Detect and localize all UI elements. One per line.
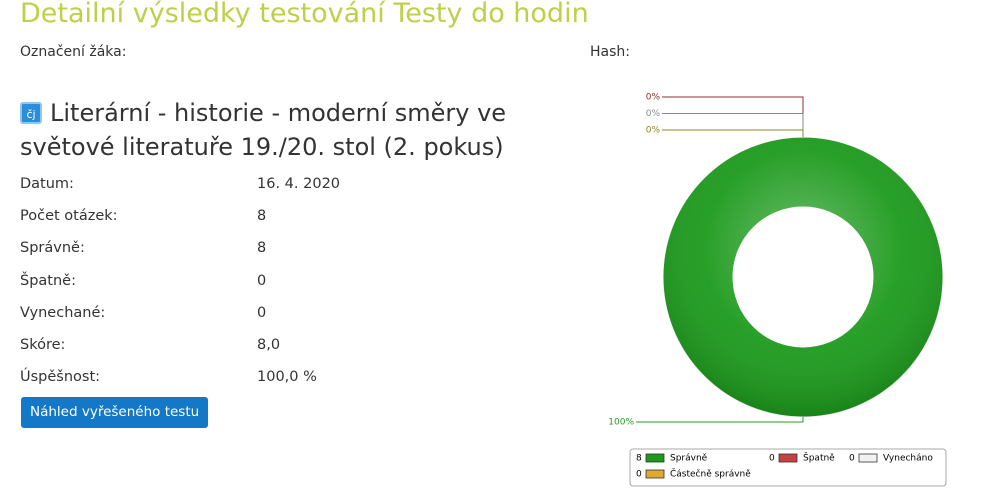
legend-label: Částečně správně	[670, 468, 751, 480]
detail-label: Počet otázek:	[20, 208, 118, 225]
detail-value: 8	[257, 208, 267, 225]
legend-label: Špatně	[803, 452, 835, 464]
page-title: Detailní výsledky testování Testy do hod…	[20, 0, 589, 29]
leader-line	[662, 129, 804, 137]
detail-row: Počet otázek: 8	[20, 208, 266, 225]
data-label: 0%	[646, 109, 661, 119]
detail-row: Špatně: 0	[20, 272, 266, 289]
detail-row: Úspěšnost: 100,0 %	[20, 369, 317, 386]
legend-swatch	[645, 453, 665, 463]
legend-swatch	[645, 469, 665, 479]
legend-count: 0	[769, 454, 775, 464]
detail-label: Správně:	[20, 240, 85, 257]
detail-row: Vynechané: 0	[20, 304, 266, 321]
legend-swatch	[778, 453, 798, 463]
detail-label: Úspěšnost:	[20, 369, 101, 386]
detail-label: Skóre:	[20, 337, 66, 353]
legend-count: 0	[636, 470, 642, 480]
data-label: 100%	[608, 418, 634, 428]
student-label: Označení žáka:	[20, 44, 127, 60]
data-label: 0%	[646, 126, 661, 136]
detail-value: 0	[257, 272, 267, 289]
detail-value: 8	[257, 240, 267, 257]
legend-count: 0	[849, 454, 855, 464]
detail-row: Skóre: 8,0	[20, 337, 280, 353]
detail-label: Vynechané:	[20, 304, 106, 321]
preview-button[interactable]: Náhled vyřešeného testu	[21, 397, 209, 428]
detail-row: Datum: 16. 4. 2020	[20, 176, 340, 192]
data-label: 0%	[646, 93, 661, 103]
legend-label: Vynecháno	[883, 454, 933, 464]
subject-icon: čj	[20, 102, 42, 124]
detail-value: 8,0	[257, 337, 281, 353]
test-title-block: čj Literární - historie - moderní směry v…	[20, 96, 580, 164]
detail-value: 16. 4. 2020	[257, 176, 341, 192]
legend-label: Správně	[670, 454, 708, 464]
test-title: Literární - historie - moderní směry ve …	[20, 99, 507, 161]
leader-line	[636, 417, 804, 423]
detail-value: 100,0 %	[257, 369, 317, 386]
legend-swatch	[858, 453, 878, 463]
detail-label: Špatně:	[20, 272, 76, 289]
leader-line	[662, 113, 804, 137]
slice-gloss	[663, 137, 943, 417]
legend-count: 8	[636, 454, 642, 464]
hash-label: Hash:	[590, 44, 630, 60]
detail-value: 0	[257, 304, 267, 321]
detail-label: Datum:	[20, 176, 74, 192]
leader-line	[662, 96, 804, 137]
detail-row: Správně: 8	[20, 240, 266, 257]
